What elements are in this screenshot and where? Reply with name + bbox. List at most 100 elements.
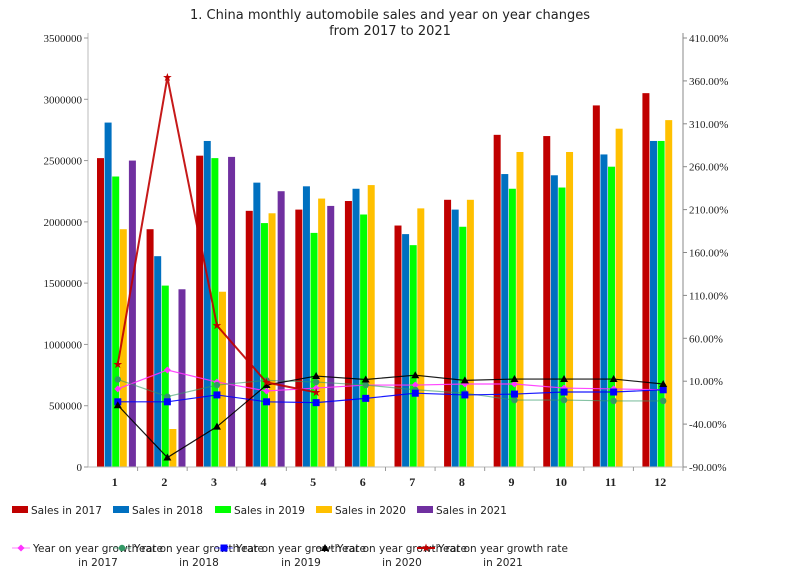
- x-tick-label: 1: [112, 475, 118, 489]
- right-tick-label: 10.00%: [689, 376, 723, 388]
- legend-swatch-sales-in-2018: [113, 506, 129, 513]
- x-tick-label: 6: [360, 475, 366, 489]
- bar-sales-in-2017-month-10: [543, 136, 551, 468]
- point-circle-month-2: [164, 393, 171, 400]
- legend-label: Year on year growth rate: [235, 543, 366, 555]
- bar-sales-in-2019-month-6: [360, 214, 368, 467]
- left-tick-label: 1000000: [44, 339, 83, 351]
- legend-label: Year on year growth rate: [32, 543, 163, 555]
- legend-label: in 2020: [382, 557, 422, 569]
- point-square-month-3: [213, 391, 221, 399]
- legend-marker-square: [220, 544, 228, 552]
- bar-sales-in-2020-month-2: [169, 429, 177, 467]
- point-circle-month-12: [660, 397, 667, 405]
- legend-label: Sales in 2017: [31, 505, 102, 517]
- line-year-on-year-growth-rate-in-2019: [117, 389, 664, 404]
- x-tick-label: 10: [555, 475, 567, 489]
- x-tick-label: 2: [161, 475, 167, 489]
- point-square-month-4: [263, 398, 271, 406]
- right-tick-label: 410.00%: [689, 33, 728, 45]
- point-diamond-month-4: [263, 387, 271, 395]
- legend-label: Year on year growth rate: [133, 543, 264, 555]
- right-tick-label: 160.00%: [689, 248, 728, 260]
- point-star-month-2: [163, 73, 172, 82]
- point-circle-month-11: [610, 397, 617, 405]
- left-tick-label: 3000000: [44, 94, 83, 106]
- bar-sales-in-2021-month-5: [327, 205, 335, 467]
- bar-sales-in-2020-month-1: [119, 229, 127, 467]
- legend-marker-star: [421, 543, 431, 552]
- legend-label: Sales in 2019: [234, 505, 305, 517]
- bar-sales-in-2018-month-12: [650, 140, 658, 467]
- point-square-month-9: [510, 390, 518, 398]
- bar-sales-in-2018-month-6: [352, 188, 360, 467]
- point-circle-month-3: [213, 381, 221, 389]
- lines: [113, 73, 668, 461]
- bar-sales-in-2017-month-1: [97, 158, 104, 467]
- line-year-on-year-growth-rate-in-2020: [117, 374, 664, 459]
- chart-title-line1: 1. China monthly automobile sales and ye…: [190, 8, 590, 23]
- bar-sales-in-2021-month-4: [277, 191, 285, 467]
- bar-sales-in-2019-month-9: [508, 188, 516, 467]
- bar-sales-in-2017-month-7: [394, 225, 402, 467]
- point-star-month-1: [113, 360, 123, 369]
- point-circle-month-1: [114, 376, 121, 383]
- bar-sales-in-2020-month-7: [417, 208, 425, 468]
- legend-swatch-sales-in-2019: [215, 506, 231, 513]
- bar-sales-in-2019-month-7: [409, 245, 417, 467]
- legend-swatch-sales-in-2021: [417, 506, 433, 513]
- bar-sales-in-2019-month-4: [260, 223, 268, 467]
- point-triangle-month-3: [212, 422, 221, 430]
- bar-sales-in-2020-month-9: [516, 151, 524, 467]
- right-tick-label: 60.00%: [689, 333, 723, 345]
- bar-sales-in-2020-month-12: [665, 120, 673, 467]
- legend-swatch-sales-in-2020: [316, 506, 332, 513]
- legend: Sales in 2017 Sales in 2018 Sales in 2019 S…: [12, 505, 568, 569]
- point-triangle-month-5: [312, 372, 321, 380]
- bar-sales-in-2019-month-5: [310, 232, 318, 467]
- legend-label: Sales in 2021: [436, 505, 507, 517]
- bar-sales-in-2020-month-4: [268, 213, 276, 467]
- bar-sales-in-2018-month-3: [203, 140, 211, 467]
- bar-sales-in-2021-month-2: [178, 289, 186, 467]
- x-tick-label: 3: [211, 475, 217, 489]
- bar-sales-in-2020-month-11: [615, 128, 623, 467]
- bar-sales-in-2020-month-5: [318, 198, 326, 467]
- point-square-month-12: [659, 386, 667, 394]
- bar-sales-in-2020-month-8: [466, 199, 474, 467]
- point-diamond-month-9: [510, 380, 518, 388]
- bar-sales-in-2018-month-1: [104, 122, 112, 468]
- right-tick-label: 310.00%: [689, 119, 728, 131]
- point-square-month-8: [461, 391, 469, 399]
- point-triangle-month-9: [510, 375, 519, 383]
- bars: [97, 93, 673, 468]
- x-tick-label: 8: [459, 475, 465, 489]
- bar-sales-in-2017-month-12: [642, 93, 650, 468]
- legend-label: in 2019: [281, 557, 321, 569]
- bar-sales-in-2019-month-1: [112, 176, 120, 467]
- point-triangle-month-11: [609, 375, 618, 383]
- bar-sales-in-2020-month-10: [566, 151, 574, 467]
- point-triangle-month-1: [113, 401, 122, 409]
- bar-sales-in-2019-month-2: [161, 285, 169, 467]
- bar-sales-in-2017-month-5: [295, 209, 303, 467]
- point-triangle-month-8: [460, 376, 469, 384]
- bar-sales-in-2020-month-6: [367, 185, 375, 468]
- legend-label: Year on year growth rate: [437, 543, 568, 555]
- legend-swatch-sales-in-2017: [12, 506, 28, 513]
- point-triangle-month-12: [659, 380, 668, 388]
- x-tick-label: 4: [261, 475, 267, 489]
- bar-sales-in-2017-month-2: [146, 229, 154, 467]
- legend-marker-diamond: [17, 544, 25, 552]
- left-tick-label: 0: [77, 462, 83, 474]
- bar-sales-in-2018-month-9: [501, 174, 509, 467]
- right-tick-label: 360.00%: [689, 76, 728, 88]
- right-tick-label: -90.00%: [689, 462, 727, 474]
- bar-sales-in-2019-month-12: [657, 140, 665, 467]
- bar-sales-in-2017-month-8: [444, 199, 452, 467]
- point-star-month-5: [311, 387, 321, 397]
- legend-label: Year on year growth rate: [336, 543, 467, 555]
- bar-sales-in-2018-month-8: [451, 209, 459, 467]
- point-square-month-6: [362, 394, 370, 402]
